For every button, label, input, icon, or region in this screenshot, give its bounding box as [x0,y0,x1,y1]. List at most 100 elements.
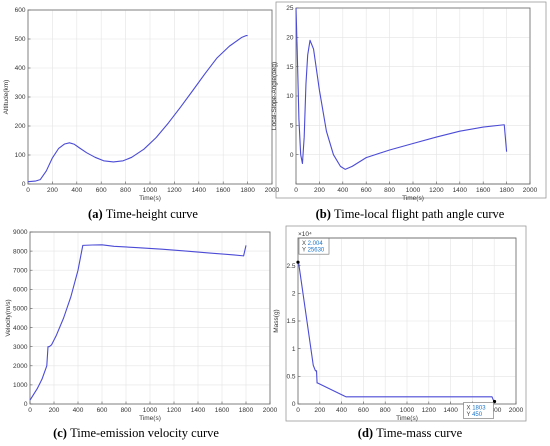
x-tick-label: 800 [384,187,395,194]
x-tick-label: 1000 [143,407,158,414]
x-axis-label: Time(s) [396,415,418,422]
datatip-marker [296,260,300,264]
x-tick-label: 1200 [167,407,182,414]
x-tick-label: 0 [296,407,300,414]
x-axis-label: Time(s) [402,195,424,202]
y-tick-label: 400 [15,65,26,72]
x-tick-label: 2000 [523,187,538,194]
x-tick-label: 600 [96,187,107,194]
caption-text: Time-local flight path angle curve [334,207,505,221]
datatip-x-line: X 2.004 [302,241,323,247]
y-tick-label: 0 [290,152,294,159]
x-tick-label: 1000 [406,187,421,194]
x-tick-label: 1600 [216,187,231,194]
y-tick-label: 1 [292,346,296,353]
x-tick-label: 800 [380,407,391,414]
datatip-y-value: 450 [472,412,483,418]
y-tick-label: 2.5 [286,263,295,270]
y-tick-label: 9000 [13,229,28,236]
x-tick-label: 1400 [443,407,458,414]
datatip-x-value: 1803 [472,405,486,411]
plot-frame-b [295,7,531,185]
series-line-b-0 [295,7,508,170]
x-tick-label: 1800 [487,407,502,414]
x-tick-label: 1400 [192,187,207,194]
x-tick-label: 1600 [215,407,230,414]
x-tick-label: 1600 [476,187,491,194]
x-axis-label: Time(s) [139,415,161,422]
x-tick-label: 600 [361,187,372,194]
y-axis-label: Mass(g) [273,309,280,332]
series-line-d-0 [297,261,495,402]
y-tick-label: 300 [15,94,26,101]
chart-d-time-mass: 020040060080010001200140016001800200000.… [273,225,527,440]
caption-letter: (b) [316,207,334,221]
x-tick-label: 400 [336,407,347,414]
x-tick-label: 200 [314,407,325,414]
y-tick-label: 0 [22,181,26,188]
x-tick-label: 0 [28,407,32,414]
x-tick-label: 800 [121,407,132,414]
chart-b-time-angle: 0 200 400 600 800 1000 1200 1400 1600 1800 2000 0 5 1… [271,1,547,221]
caption-letter: (c) [53,426,70,440]
x-tick-label: 1800 [239,407,254,414]
x-tick-label: 1200 [422,407,437,414]
caption-text: Time-emission velocity curve [70,426,219,440]
chart-c-time-velocity: 0 200 400 600 800 1000 1200 1400 1600 1800 2000 0 10… [5,229,278,440]
y-tick-label: 8000 [13,248,28,255]
caption-b: (b) Time-local flight path angle curve [316,207,505,221]
y-tick-label: 4000 [13,325,28,332]
x-tick-label: 600 [358,407,369,414]
y-tick-label: 6000 [13,287,28,294]
y-tick-label: 20 [286,35,294,42]
x-tick-label: 1000 [400,407,415,414]
x-tick-label: 0 [26,187,30,194]
y-tick-label: 100 [15,152,26,159]
x-tick-label: 800 [120,187,131,194]
datatip-y-line: Y 450 [467,412,483,418]
x-tick-label: 200 [49,407,60,414]
x-tick-label: 1800 [499,187,514,194]
datatip-box [463,402,494,419]
x-tick-label: 400 [73,407,84,414]
y-tick-label: 200 [15,123,26,130]
x-tick-label: 1400 [191,407,206,414]
series-line-a-0 [27,34,248,183]
figure-frame-b [275,1,547,199]
x-tick-label: 400 [337,187,348,194]
figure-frame-d [285,225,527,422]
y-tick-label: 5 [290,123,294,130]
x-tick-label: 400 [71,187,82,194]
x-tick-label: 1400 [453,187,468,194]
datatip-x-line: X 1803 [467,405,487,411]
x-tick-label: 2000 [263,407,278,414]
x-tick-label: 1800 [240,187,255,194]
y-axis-exponent: ×10⁴ [298,231,312,238]
plot-frame-a [27,9,273,185]
x-tick-label: 1200 [167,187,182,194]
y-tick-label: 15 [286,64,294,71]
y-tick-label: 0 [24,401,28,408]
x-tick-label: 1000 [143,187,158,194]
y-tick-label: 1000 [13,382,28,389]
series-line-c-0 [29,244,247,401]
caption-text: Time-height curve [106,207,199,221]
caption-text: Time-mass curve [376,426,462,440]
x-axis-label: Time(s) [139,195,161,202]
plot-frame-c [29,231,271,405]
caption-d: (d) Time-mass curve [358,426,463,440]
y-tick-label: 10 [286,93,294,100]
plot-frame-d [297,237,517,405]
caption-letter: (a) [88,207,106,221]
caption-letter: (d) [358,426,376,440]
chart-a-time-height: 0 200 400 600 800 1000 1200 1400 1600 1800 2000 0 10… [3,7,280,221]
x-tick-label: 200 [47,187,58,194]
y-tick-label: 3000 [13,344,28,351]
datatip-y-line: Y 25630 [302,248,325,254]
caption-c: (c) Time-emission velocity curve [53,426,219,440]
y-axis-label: Altitude(km) [3,80,10,115]
datatip-x-value: 2.004 [308,241,324,247]
caption-a: (a) Time-height curve [88,207,198,221]
y-axis-label: Local-Slope-Angle(deg) [271,62,278,130]
